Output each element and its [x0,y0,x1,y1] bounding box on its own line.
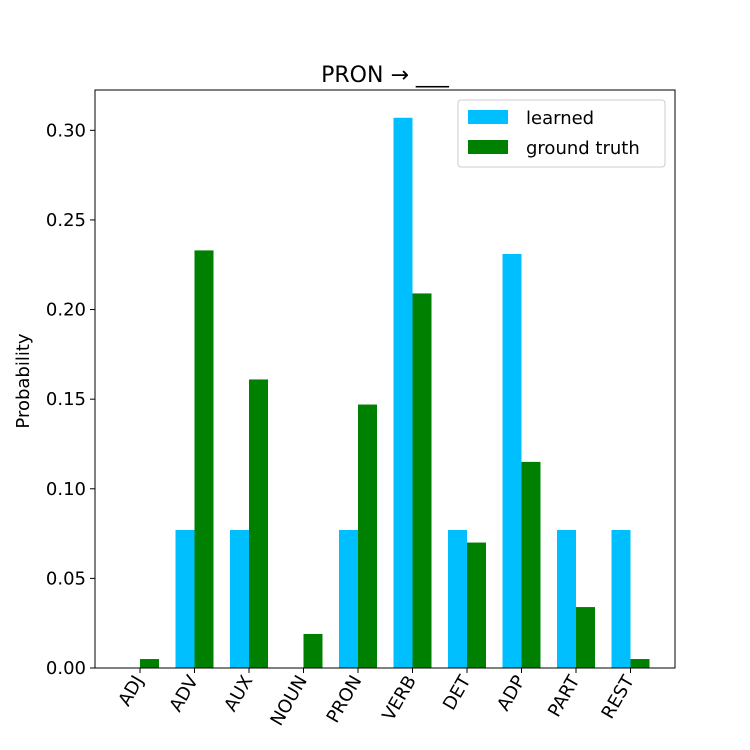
bar-learned-verb [393,117,413,668]
x-tick-label: PART [544,671,585,721]
x-tick-label: PRON [323,672,367,727]
x-tick-label: NOUN [267,672,312,730]
legend-swatch-ground-truth [468,140,508,154]
bar-learned-pron [339,529,358,668]
y-tick-label: 0.30 [46,120,86,141]
y-tick-label: 0.20 [46,300,86,321]
bar-ground-truth-noun [303,633,323,668]
bar-learned-rest [611,529,631,668]
bar-learned-adp [502,253,522,668]
legend-box [457,99,666,168]
y-axis-label: Probability [13,333,34,428]
bar-ground-truth-aux [249,379,268,668]
chart-title: PRON → ___ [321,63,450,88]
x-tick-label: ADJ [114,672,148,710]
legend: learned ground truth [457,99,666,168]
bar-learned-aux [230,529,249,668]
bar-ground-truth-pron [358,404,377,668]
bar-learned-part [557,529,576,668]
legend-label: learned [526,108,594,129]
x-tick-label: REST [597,671,639,722]
bar-ground-truth-rest [630,659,650,668]
plot-frame [94,89,676,669]
bar-ground-truth-verb [412,293,432,668]
y-tick-label: 0.25 [46,210,86,231]
y-tick-label: 0.00 [46,658,86,679]
y-tick-label: 0.15 [46,389,86,410]
bar-ground-truth-adj [140,659,159,668]
bar-ground-truth-det [467,542,486,668]
bars-layer [140,117,650,669]
bar-learned-det [448,529,467,668]
x-tick-label: AUX [220,672,257,715]
bar-ground-truth-part [576,607,595,668]
x-tick-label: ADV [166,671,204,715]
x-axis: ADJ ADV AUX NOUN PRON VERB DET ADP PART REST [114,668,639,730]
y-tick-label: 0.05 [46,568,86,589]
x-tick-label: VERB [378,672,420,725]
legend-swatch-learned [468,110,508,124]
bar-ground-truth-adv [194,250,214,669]
bar-ground-truth-adp [521,461,541,668]
y-axis: 0.00 0.05 0.10 0.15 0.20 0.25 0.30 [46,120,95,679]
x-tick-label: DET [439,671,476,714]
bar-learned-adv [175,529,195,668]
y-tick-label: 0.10 [46,479,86,500]
x-tick-label: ADP [493,672,530,715]
legend-label: ground truth [526,138,640,159]
